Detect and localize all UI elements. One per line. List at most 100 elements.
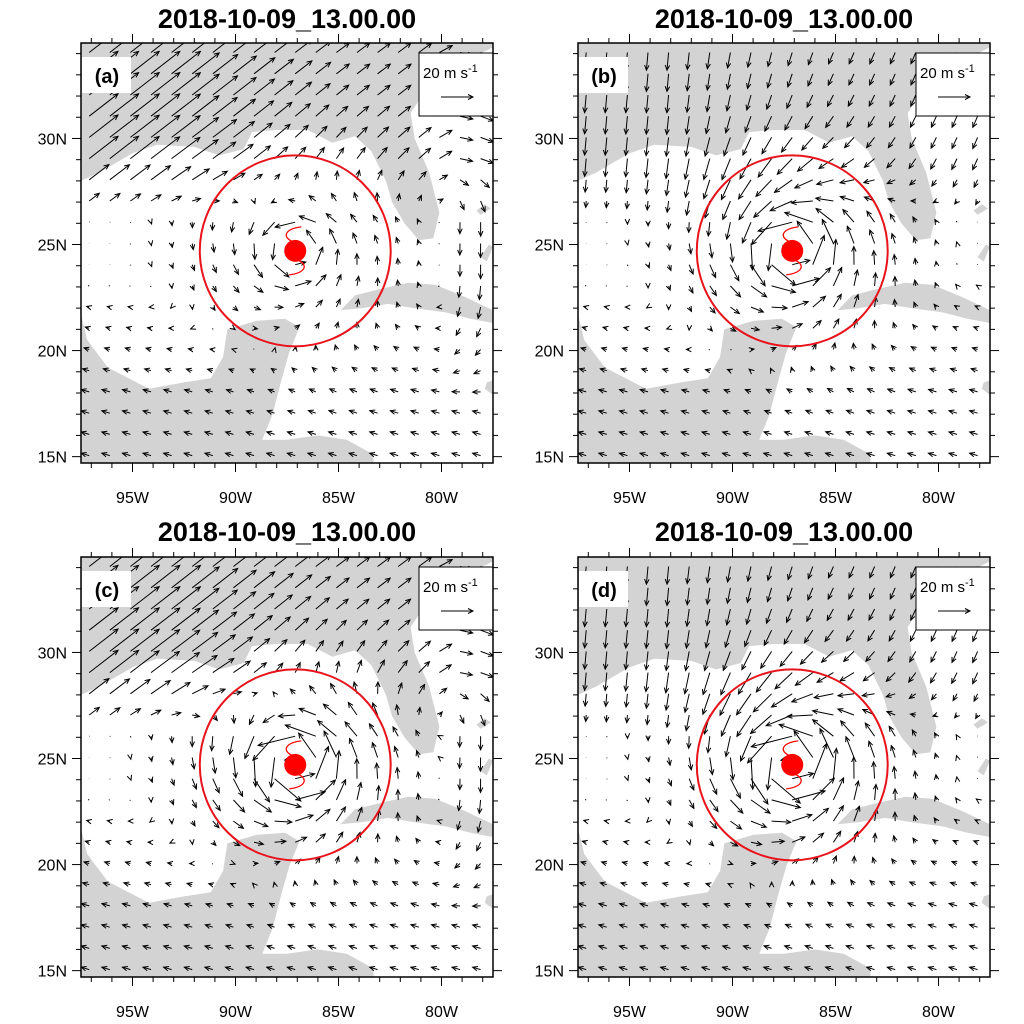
wind-vector-head [741,966,749,972]
wind-vector [824,629,834,642]
wind-vector [191,685,209,695]
wind-vector-head [680,452,687,458]
wind-vector [807,566,814,579]
wind-vector-head [868,228,874,236]
x-tick-label: 90W [219,1004,253,1021]
wind-vector [130,679,151,695]
wind-vector-head [664,600,671,607]
wind-vector-head [839,719,846,727]
wind-vector-head [659,944,667,950]
wind-vector-head [314,660,321,668]
wind-vector [666,52,670,71]
wind-vector-head [890,344,897,351]
wind-vector-head [820,656,827,664]
wind-vector-head [209,745,215,752]
wind-vector [88,43,103,53]
wind-vector-head [127,818,134,824]
wind-vector-head [683,664,690,672]
wind-vector-head [471,409,479,415]
wind-vector [397,660,408,673]
wind-vector [625,116,628,134]
wind-vector [889,213,896,223]
wind-vector-head [305,81,313,88]
wind-vector [719,693,731,716]
wind-vector-head [725,62,732,70]
wind-vector-head [334,855,340,863]
wind-vector [763,629,773,646]
wind-vector [952,693,958,701]
wind-vector-head [174,607,181,614]
wind-vector-head [762,944,770,950]
wind-vector [686,608,690,627]
wind-vector-head [190,264,196,272]
wind-vector [625,630,628,648]
wind-vector-head [185,166,192,172]
wind-vector [686,73,690,91]
wind-vector [171,72,201,96]
wind-vector-head [582,621,588,628]
wind-vector-head [865,409,873,415]
wind-vector [171,607,201,631]
wind-vector-head [293,172,299,179]
wind-vector-head [947,966,955,972]
wind-vector-head [623,701,630,709]
wind-vector-head [114,706,121,713]
wind-vector-head [828,777,836,784]
wind-vector-head [284,123,291,130]
wind-vector-head [709,307,716,314]
wind-vector [869,566,876,578]
wind-vector-head [729,256,735,264]
wind-vector-head [947,388,955,394]
wind-vector [832,239,837,265]
wind-vector [439,664,452,674]
wind-vector-head [430,966,437,972]
wind-vector [619,452,628,457]
wind-vector [747,73,752,89]
wind-vector [812,710,834,716]
wind-vector-head [244,752,250,760]
wind-vector [88,192,100,202]
wind-vector-head [886,197,894,203]
wind-vector-head [169,302,176,310]
wind-vector-head [292,879,299,887]
wind-vector [725,116,731,133]
wind-vector [88,649,119,673]
wind-vector-head [973,181,979,189]
wind-vector [122,903,131,907]
wind-vector [431,431,440,435]
wind-vector [439,150,452,160]
wind-vector-head [415,837,421,844]
wind-vector-head [909,121,916,129]
wind-vector-head [618,923,625,929]
wind-vector-head [247,903,255,908]
wind-vector-head [968,409,976,415]
wind-vector-head [664,704,670,712]
wind-vector-head [392,725,398,733]
wind-vector [781,137,793,153]
wind-vector [743,410,752,414]
wind-vector-head [327,966,334,972]
wind-vector-head [624,203,630,210]
wind-vector-head [330,192,337,199]
hurricane-arm [285,740,302,757]
wind-vector-head [950,860,958,866]
wind-vector-head [284,616,292,623]
wind-vector [336,620,347,631]
wind-vector-head [355,275,361,282]
panel-label-box [82,57,131,93]
wind-vector [645,693,649,709]
wind-vector [130,51,160,75]
wind-vector-head [740,755,746,763]
wind-vector-head [837,266,843,273]
wind-vector-head [764,125,770,133]
wind-vector-head [265,807,273,813]
wind-vector [722,452,731,457]
wind-vector-head [395,192,402,200]
wind-vector-head [644,600,650,607]
wind-vector [726,94,731,111]
wind-vector [274,264,290,278]
wind-vector [130,93,160,117]
wind-vector [660,431,669,435]
hurricane-arm [786,773,802,790]
wind-vector-head [286,409,294,415]
